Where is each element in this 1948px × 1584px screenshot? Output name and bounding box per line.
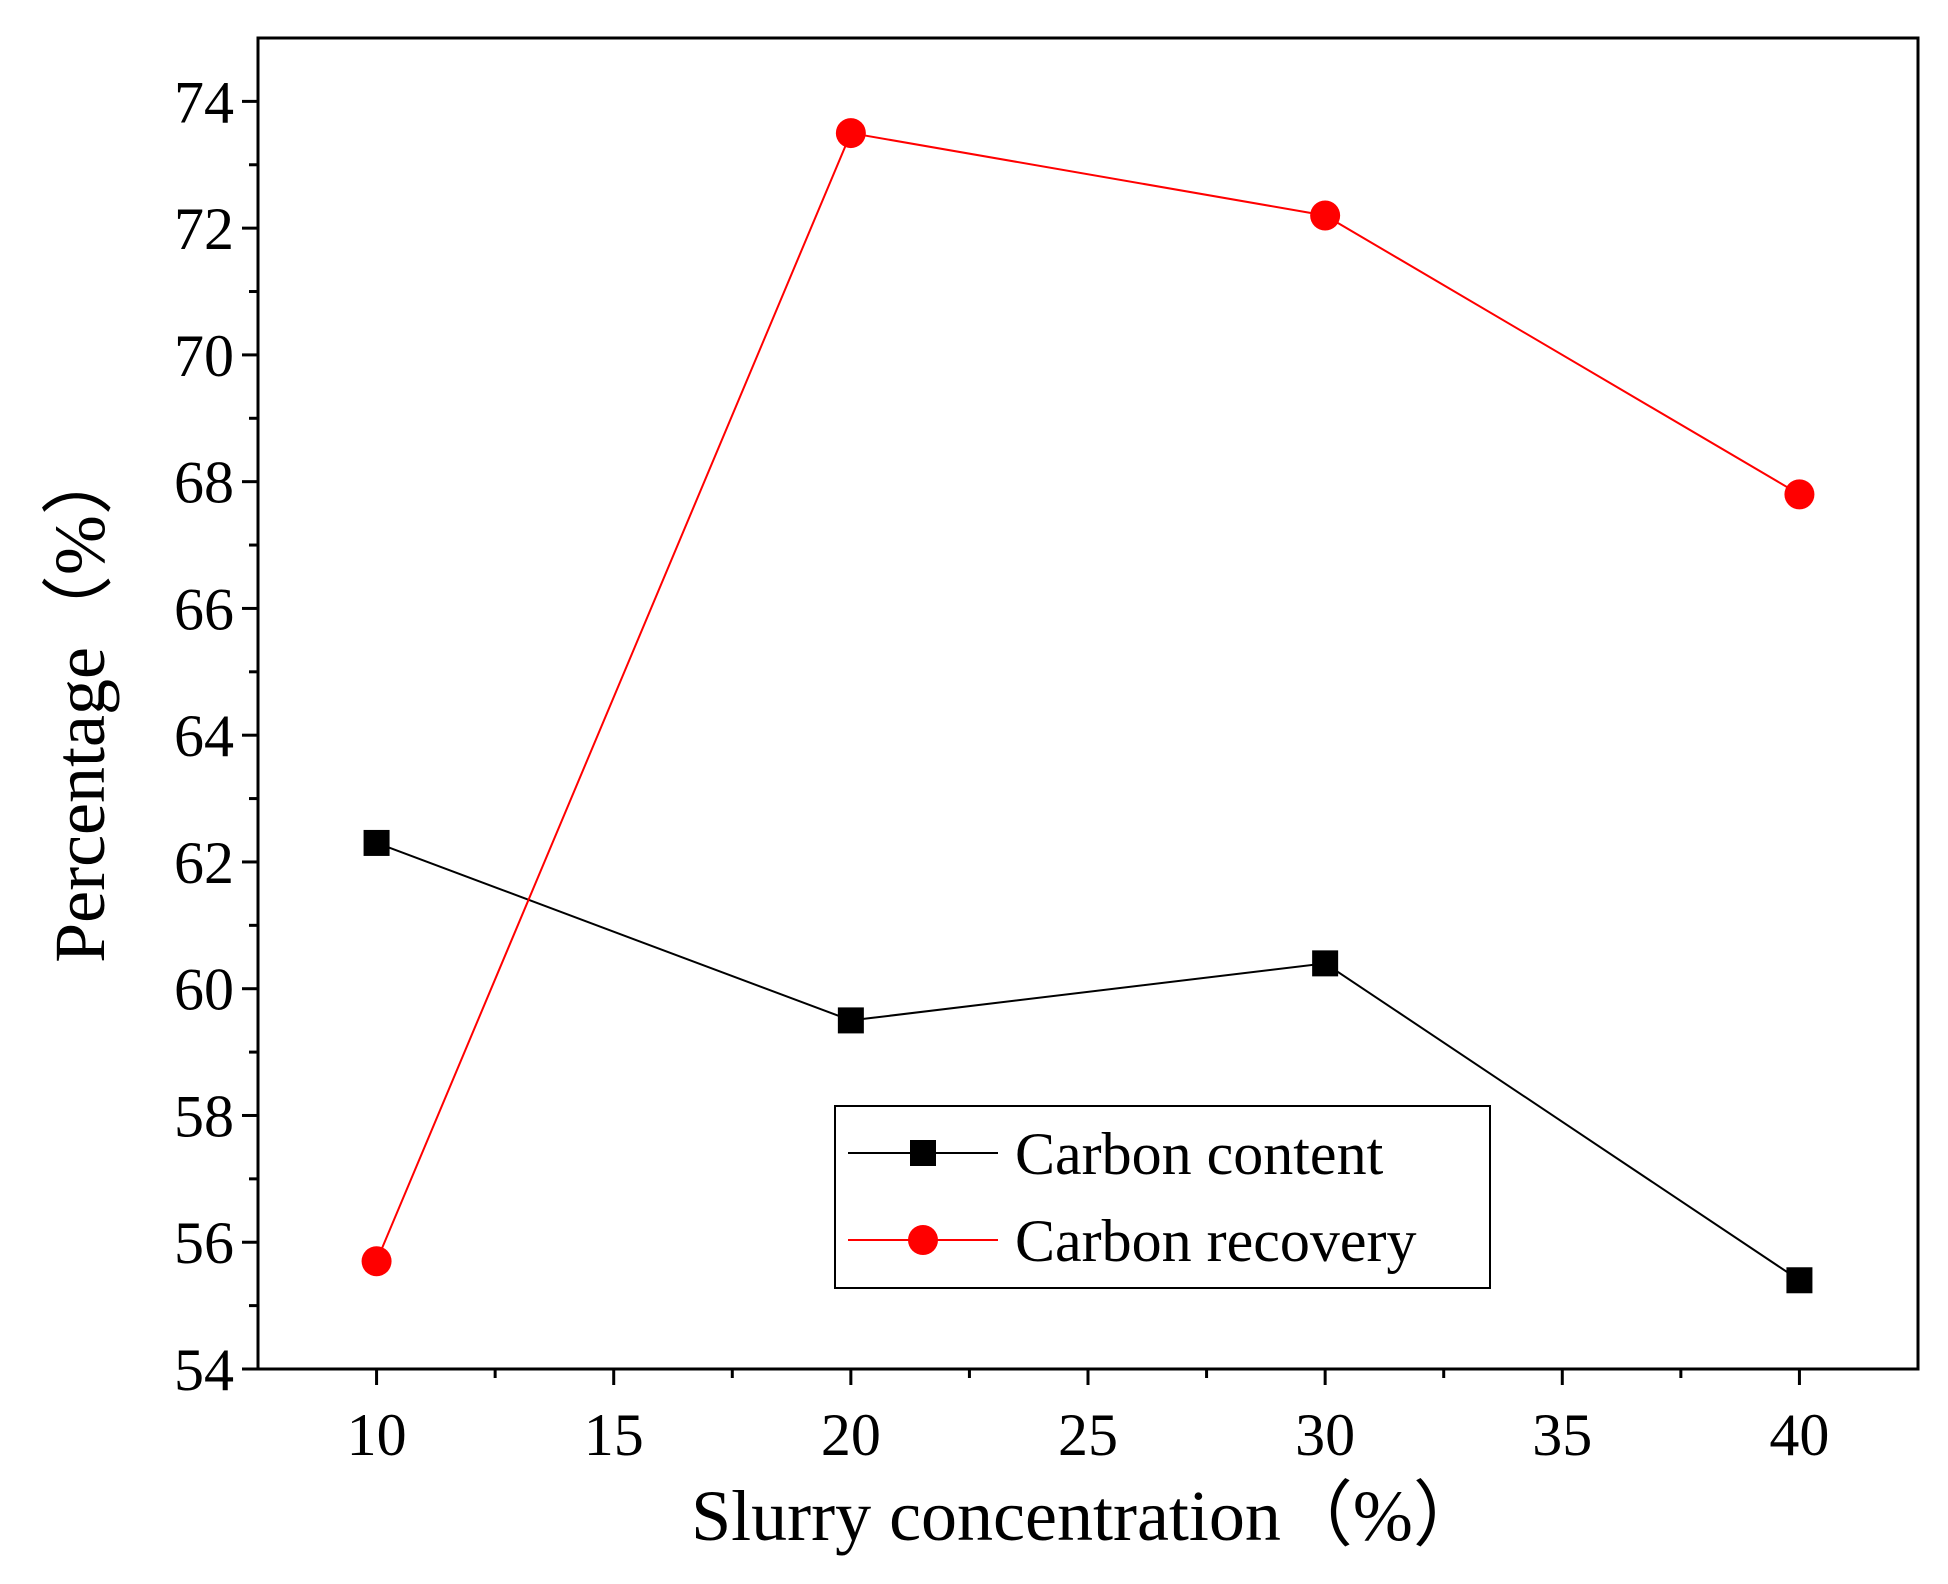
y-tick-label: 58: [174, 1083, 234, 1149]
y-tick-label: 54: [174, 1337, 234, 1403]
y-tick-label: 74: [174, 69, 234, 135]
x-axis-title: Slurry concentration（%）: [691, 1476, 1485, 1556]
y-axis-title: Percentage（%）: [40, 443, 120, 963]
x-tick-label: 25: [1058, 1402, 1118, 1468]
x-tick-label: 40: [1769, 1402, 1829, 1468]
data-point-carbon-content: [837, 1007, 864, 1034]
legend: Carbon content Carbon recovery: [834, 1105, 1491, 1289]
x-tick-label: 20: [821, 1402, 881, 1468]
data-point-carbon-recovery: [835, 118, 866, 149]
y-tick-label: 72: [174, 196, 234, 262]
x-tick-label: 10: [347, 1402, 407, 1468]
x-axis: 10 15 20 25 30 35 40: [347, 1369, 1829, 1468]
data-point-carbon-recovery: [1784, 479, 1815, 510]
series-line-carbon-recovery: [375, 131, 1800, 1262]
legend-box: [834, 1105, 1491, 1289]
x-tick-label: 35: [1532, 1402, 1592, 1468]
series-line-carbon-content: [376, 842, 1800, 1282]
data-point-carbon-recovery: [1310, 200, 1341, 231]
y-tick-label: 64: [174, 703, 234, 769]
y-tick-label: 56: [174, 1210, 234, 1276]
y-tick-label: 60: [174, 957, 234, 1023]
data-point-carbon-content: [1312, 950, 1339, 977]
y-tick-label: 68: [174, 450, 234, 516]
y-tick-label: 70: [174, 323, 234, 389]
series-layer: [361, 118, 1815, 1294]
legend-marker-carbon-recovery: [908, 1225, 938, 1255]
x-tick-label: 15: [584, 1402, 644, 1468]
data-point-carbon-recovery: [361, 1246, 392, 1277]
legend-label-carbon-content: Carbon content: [1015, 1121, 1384, 1187]
legend-label-carbon-recovery: Carbon recovery: [1015, 1208, 1416, 1274]
data-point-carbon-content: [363, 829, 390, 856]
data-point-carbon-content: [1786, 1267, 1813, 1294]
x-tick-label: 30: [1295, 1402, 1355, 1468]
y-axis: 54 56 58 60 62 64 66 68 70 72 74: [174, 69, 258, 1403]
y-tick-label: 66: [174, 576, 234, 642]
y-tick-label: 62: [174, 830, 234, 896]
legend-marker-carbon-content: [910, 1140, 936, 1166]
